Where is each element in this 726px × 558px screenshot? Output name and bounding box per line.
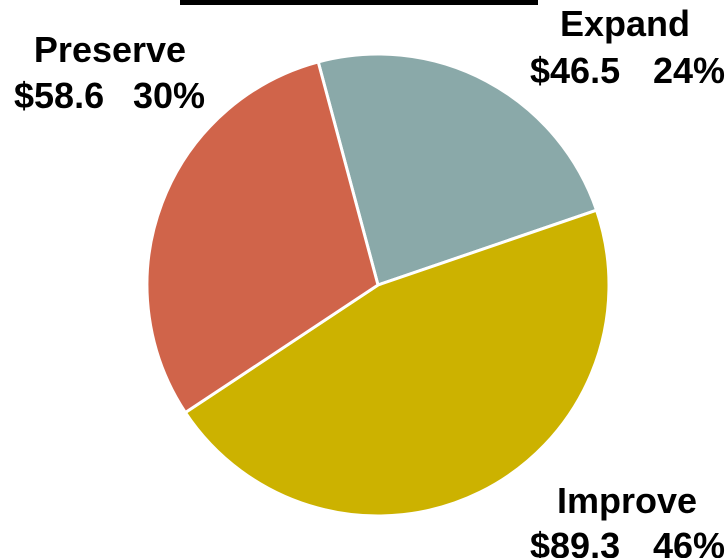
label-expand: Expand $46.5 24% xyxy=(530,3,725,91)
top-rule xyxy=(180,0,538,5)
label-expand-value: $46.5 xyxy=(530,50,620,91)
pie-slice-preserve xyxy=(145,60,380,415)
label-expand-name: Expand xyxy=(560,3,690,44)
label-improve-pct: 46% xyxy=(653,525,725,558)
pie-slice-improve xyxy=(183,208,611,518)
label-improve: Improve $89.3 46% xyxy=(530,480,725,558)
label-improve-name: Improve xyxy=(557,480,697,521)
label-preserve-value: $58.6 xyxy=(14,75,104,116)
label-improve-value: $89.3 xyxy=(530,525,620,558)
pie-slice-expand xyxy=(316,52,599,287)
label-expand-pct: 24% xyxy=(653,50,725,91)
label-preserve-name: Preserve xyxy=(34,29,186,70)
pie-slices xyxy=(145,52,611,518)
label-preserve-pct: 30% xyxy=(133,75,205,116)
label-preserve: Preserve $58.6 30% xyxy=(14,29,205,116)
